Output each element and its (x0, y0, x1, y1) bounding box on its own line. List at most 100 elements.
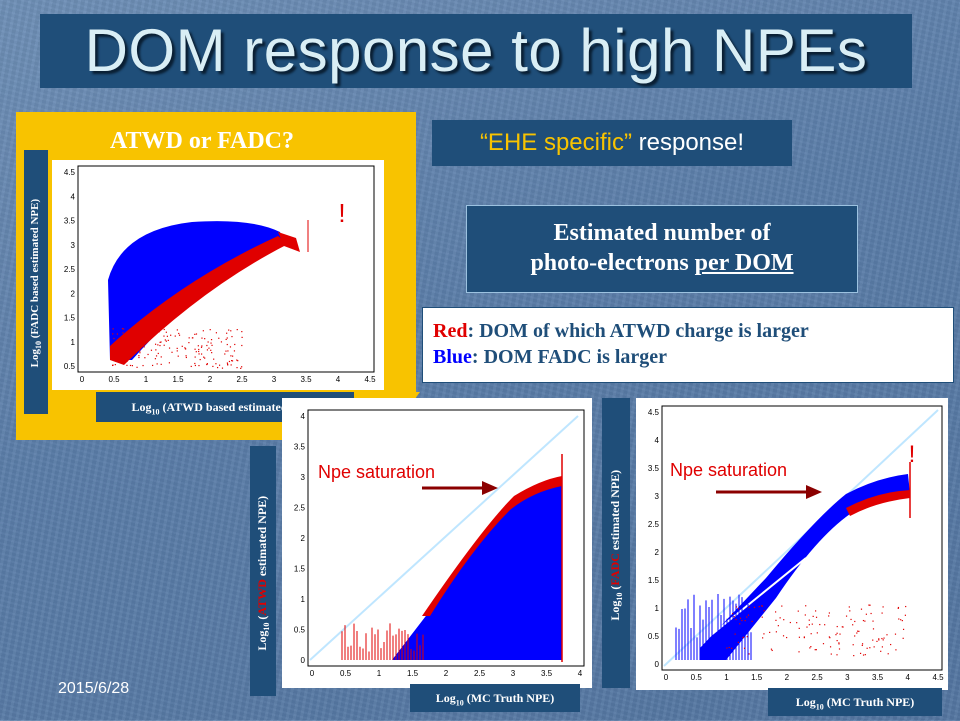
plot1-xtick-label: 1 (144, 375, 149, 384)
plot3-red-scatter (726, 604, 907, 657)
plot3-red-point (753, 606, 756, 608)
plot3-red-point (881, 637, 883, 640)
slide-date: 2015/6/28 (58, 680, 130, 697)
plot1-red-point (121, 328, 124, 330)
plot1-red-point (177, 355, 179, 357)
plot3-red-point (747, 614, 750, 616)
plot1-red-point (211, 344, 213, 346)
plot1-red-point (200, 346, 203, 348)
plot1-ytick-label: 3 (71, 241, 76, 250)
plot3-red-point (814, 610, 817, 612)
plot1-red-point (194, 362, 196, 365)
plot3-red-point (761, 616, 763, 618)
plot1-ytick-label: 2 (71, 289, 76, 298)
plot2-red-bars (341, 623, 424, 660)
plot1-red-point (231, 360, 233, 362)
plot1-red-point (185, 355, 187, 357)
plot1-ytick-label: 1 (71, 338, 76, 347)
plot1-red-tip (278, 232, 300, 252)
plot3-red-point (866, 647, 868, 649)
plot2-xtick-label: 1 (377, 669, 382, 678)
plot3-red-point (878, 639, 880, 641)
plot3-red-point (789, 621, 791, 624)
plot1-ytick-label: 4.5 (64, 168, 76, 177)
plot2-xtick-label: 3 (511, 669, 516, 678)
plot1-red-point (195, 333, 198, 335)
plot3-red-point (763, 633, 765, 635)
plot3-xtick-label: 4 (906, 673, 911, 682)
plot3-fadc-vs-mc: 4.5 4 3.5 3 2.5 2 1.5 1 0.5 0 0 0.5 1 1.5 2 2.5 3 3.5 4 4.5… (636, 398, 948, 690)
plot3-red-point (853, 655, 855, 657)
plot1-red-scatter (112, 328, 243, 369)
plot3-xtick-label: 3 (845, 673, 850, 682)
plot3-red-point (876, 640, 878, 643)
plot1-red-point (198, 364, 200, 367)
plot1-red-point (185, 356, 187, 359)
plot3-red-point (857, 630, 859, 632)
plot3-red-point (815, 649, 817, 651)
estimated-line1: Estimated number of (553, 220, 771, 246)
plot3-red-point (881, 646, 883, 648)
plot1-xtick-label: 4 (336, 375, 341, 384)
estimated-line2: photo-electrons per DOM (530, 250, 794, 276)
plot2-ytick-label: 1.5 (294, 565, 306, 574)
plot1-red-point (150, 349, 153, 351)
plot3-red-point (850, 618, 852, 621)
plot3-red-point (737, 608, 740, 610)
plot1-xlabel: Log10 (ATWD based estimated NPE) (96, 392, 354, 422)
plot1-red-point (146, 336, 148, 339)
plot3-red-point (811, 623, 813, 625)
plot1-red-point (122, 332, 124, 334)
plot3-red-point (822, 643, 825, 645)
plot2-ytick-label: 2.5 (294, 504, 306, 513)
plot3-xtick-label: 2 (785, 673, 790, 682)
plot1-red-point (139, 350, 141, 352)
plot1-red-point (184, 348, 187, 350)
plot3-xlabel: Log10 (MC Truth NPE) (768, 688, 942, 716)
plot1-red-point (236, 329, 238, 331)
plot3-red-point (890, 643, 892, 646)
plot3-exclaim: ! (909, 441, 916, 468)
plot1-red-point (155, 355, 158, 357)
plot3-red-point (741, 619, 743, 622)
plot1-red-point (159, 341, 161, 343)
plot1-red-point (204, 338, 206, 340)
plot1-red-point (112, 328, 114, 330)
plot1-red-point (226, 362, 229, 364)
plot3-red-point (895, 649, 897, 651)
plot3-red-point (904, 614, 907, 616)
plot3-red-point (835, 634, 837, 636)
plot2-ytick-label: 4 (301, 412, 306, 421)
plot3-red-point (748, 606, 750, 608)
plot3-red-point (838, 642, 840, 644)
plot1-red-point (167, 339, 169, 341)
plot1-red-point (197, 345, 199, 347)
plot3-red-point (734, 633, 736, 635)
plot3-red-point (838, 648, 841, 650)
plot1-red-point (178, 334, 181, 336)
plot3-red-point (905, 605, 907, 608)
plot2-ytick-label: 0.5 (294, 626, 306, 635)
plot1-red-point (198, 348, 200, 351)
plot3-red-point (900, 619, 902, 621)
plot1-red-point (155, 349, 157, 351)
plot1-red-point (157, 352, 159, 355)
plot3-red-point (828, 636, 830, 638)
plot3-red-point (810, 646, 812, 648)
plot3-red-point (798, 651, 800, 653)
plot3-ytick-label: 1 (655, 604, 660, 613)
plot1-red-point (226, 332, 228, 334)
plot1-red-point (210, 339, 213, 341)
plot1-red-point (225, 350, 227, 352)
plot3-red-point (852, 624, 854, 626)
plot1-xtick-label: 0.5 (108, 375, 120, 384)
plot1-red-point (204, 357, 206, 359)
plot3-ytick-label: 4 (655, 436, 660, 445)
plot1-red-point (178, 332, 180, 335)
plot1-red-point (137, 340, 140, 342)
plot1-red-point (229, 346, 232, 348)
plot3-red-point (739, 617, 742, 619)
plot3-xtick-label: 0.5 (691, 673, 703, 682)
plot3-ytick-label: 2.5 (648, 520, 660, 529)
plot1-red-point (212, 365, 214, 368)
